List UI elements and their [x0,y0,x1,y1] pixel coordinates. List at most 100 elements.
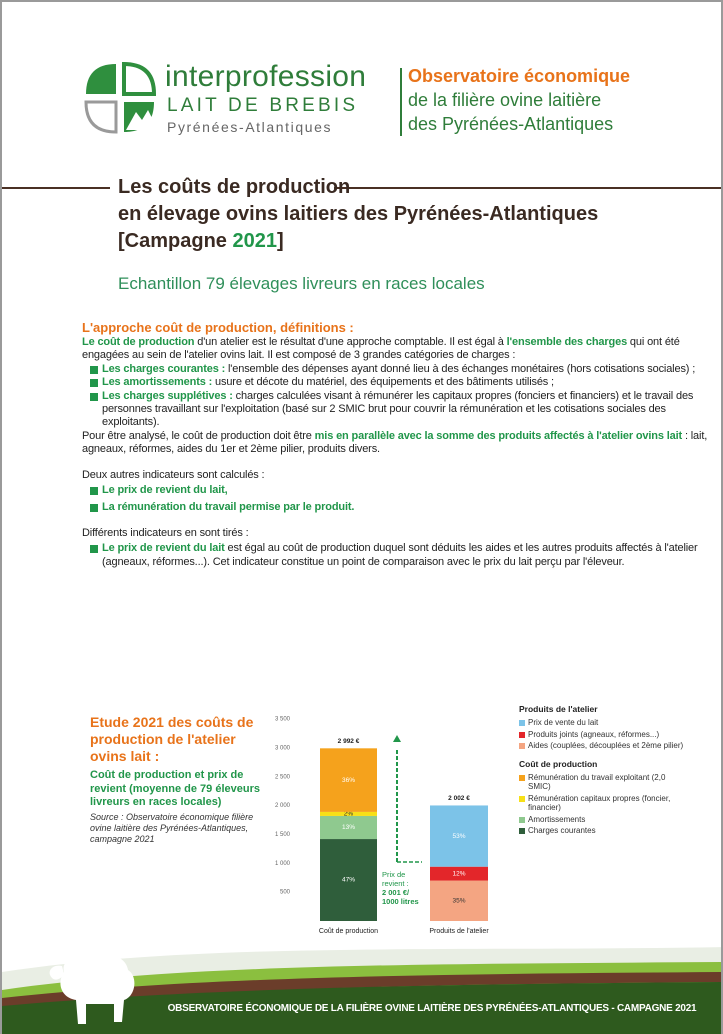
bullet: Le prix de revient du lait, [102,484,714,497]
text: Le prix de revient du lait [102,542,225,554]
y-tick-label: 500 [280,890,291,896]
legend-label: Prix de vente du lait [528,718,598,727]
share-label: 47% [342,877,355,884]
y-tick-label: 1 500 [275,832,291,838]
bullet: Le prix de revient du lait est égal au c… [102,542,714,569]
bullet: Les charges supplétives : charges calcul… [102,390,714,430]
bullet: La rémunération du travail permise par l… [102,501,714,514]
legend-swatch [519,828,525,834]
y-tick-label: 2 000 [275,803,291,809]
logo-leaf [86,102,116,132]
list: Les charges courantes : l'ensemble des d… [82,363,714,430]
paragraph: Deux autres indicateurs sont calculés : [82,469,714,482]
legend-swatch [519,720,525,726]
legend-item: Prix de vente du lait [519,718,684,728]
section-heading: L'approche coût de production, définitio… [82,320,354,335]
footer-band [2,942,723,1034]
y-tick-label: 1 000 [275,861,291,867]
study: Etude 2021 des coûts de production de l'… [90,714,260,845]
divider [400,68,402,136]
text: Les charges courantes : [102,363,225,375]
study-subheading: Coût de production et prix de revient (m… [90,769,260,810]
annotation: Prix de [382,870,405,879]
title: en élevage ovins laitiers des Pyrénées-A… [118,203,598,226]
text: d'un atelier est le résultat d'une appro… [194,336,506,348]
legend-item: Amortissements [519,815,684,825]
legend-item: Produits joints (agneaux, réformes...) [519,730,684,740]
legend-title: Produits de l'atelier [519,704,684,714]
text: Pour être analysé, le coût de production… [82,430,315,442]
logo-text: LAIT DE BREBIS [167,95,358,117]
legend-label: Aides (couplées, découplées et 2ème pili… [528,741,683,750]
text: l'ensemble des charges [507,336,627,348]
text: usure et décote du matériel, des équipem… [212,376,554,388]
share-label: 35% [452,897,465,904]
observatory-line: de la filière ovine laitière [408,90,601,111]
bullet: Les charges courantes : l'ensemble des d… [102,363,714,376]
share-label: 36% [342,777,355,784]
observatory-title: Observatoire économique [408,66,630,87]
footer-text: OBSERVATOIRE ÉCONOMIQUE DE LA FILIÈRE OV… [142,1003,722,1014]
text: [Campagne [118,230,232,252]
total-label: 2 002 € [448,795,470,802]
legend-item: Rémunération capitaux propres (foncier, … [519,794,684,813]
logo-leaf [124,64,154,94]
legend: Produits de l'atelier Prix de vente du la… [519,702,684,838]
x-tick-label: Produits de l'atelier [429,928,489,935]
year: 2021 [232,230,277,252]
annotation: revient : [382,879,409,888]
total-label: 2 992 € [338,738,360,745]
list: Le prix de revient du lait, La rémunérat… [82,484,714,515]
bullet: Les amortissements : usure et décote du … [102,376,714,389]
legend-item: Aides (couplées, découplées et 2ème pili… [519,741,684,751]
x-tick-label: Coût de production [319,928,378,935]
legend-label: Produits joints (agneaux, réformes...) [528,730,659,739]
y-tick-label: 3 000 [275,745,291,751]
legend-label: Rémunération capitaux propres (foncier, … [528,794,670,813]
observatory-line: des Pyrénées-Atlantiques [408,114,613,135]
text: ] [277,230,284,252]
logo-text: Pyrénées-Atlantiques [167,119,332,135]
share-label: 13% [342,824,355,831]
legend-swatch [519,732,525,738]
legend-swatch [519,796,525,802]
list: Le prix de revient du lait est égal au c… [82,542,714,569]
legend-item: Rémunération du travail exploitant (2,0 … [519,773,684,792]
rule [334,187,723,189]
logo-icon [82,60,160,138]
legend-swatch [519,817,525,823]
page: interprofession LAIT DE BREBIS Pyrénées-… [0,0,723,1034]
logo-text: interprofession [165,60,366,94]
definitions: Le coût de production d'un atelier est l… [82,336,714,569]
logo-leaf [86,64,116,94]
title-campaign: [Campagne 2021] [118,230,284,253]
paragraph: Le coût de production d'un atelier est l… [82,336,714,363]
share-label: 12% [452,870,465,877]
legend-swatch [519,743,525,749]
legend-label: Rémunération du travail exploitant (2,0 … [528,773,665,792]
legend-swatch [519,775,525,781]
annotation: 1000 litres [382,897,419,906]
text: Les charges supplétives : [102,390,233,402]
text: Le coût de production [82,336,194,348]
text: l'ensemble des dépenses ayant donné lieu… [225,363,695,375]
subtitle: Echantillon 79 élevages livreurs en race… [118,274,485,294]
arrow-head [393,735,401,742]
study-heading: Etude 2021 des coûts de production de l'… [90,714,260,765]
study-source: Source : Observatoire économique filière… [90,812,260,845]
legend-title: Coût de production [519,759,684,769]
legend-label: Amortissements [528,815,585,824]
paragraph: Différents indicateurs en sont tirés : [82,527,714,540]
legend-label: Charges courantes [528,826,596,835]
title: Les coûts de production [118,176,350,199]
y-tick-label: 3 500 [275,717,291,723]
paragraph: Pour être analysé, le coût de production… [82,430,714,457]
legend-item: Charges courantes [519,826,684,836]
annotation: 2 001 €/ [382,888,410,897]
text: mis en parallèle avec la somme des produ… [315,430,682,442]
share-label: 53% [452,833,465,840]
chart: 500 1 000 1 500 2 000 2 500 3 000 3 500 47% 13% 2… [262,702,517,942]
y-tick-label: 2 500 [275,774,291,780]
rule [2,187,110,189]
text: Les amortissements : [102,376,212,388]
